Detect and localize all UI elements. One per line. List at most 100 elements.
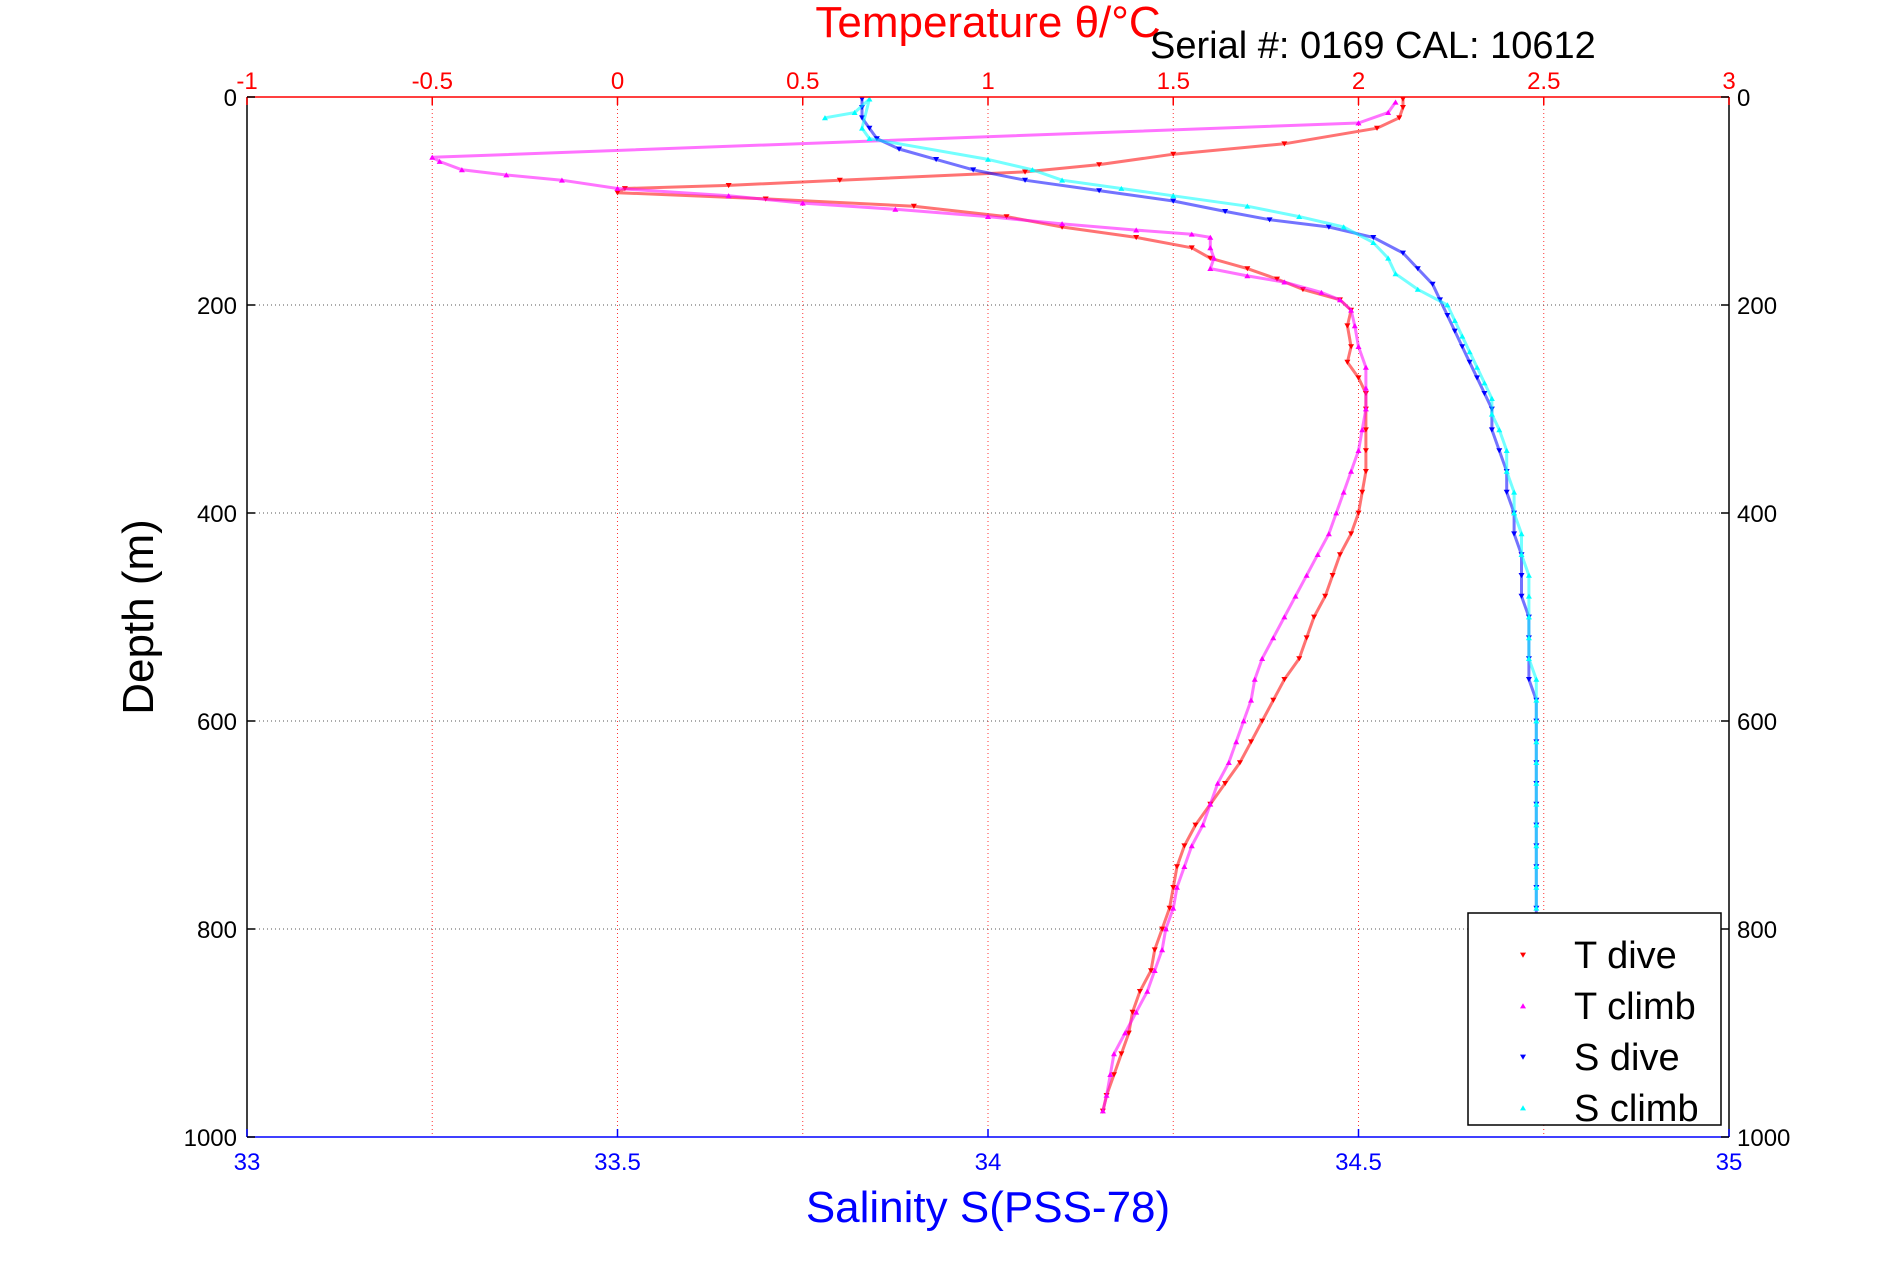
x-bottom-tick-label: 34: [975, 1149, 1002, 1176]
data-point: [1518, 551, 1525, 557]
y-right-tick-label: 1000: [1737, 1125, 1790, 1152]
x-top-tick-label: -0.5: [412, 68, 453, 95]
data-point: [1207, 801, 1214, 807]
data-point: [1303, 635, 1310, 641]
data-point: [1362, 469, 1369, 475]
data-point: [1362, 406, 1369, 412]
series-s-climb: [821, 96, 1540, 911]
data-point: [1188, 231, 1195, 237]
y-right-tick-label: 800: [1737, 917, 1777, 944]
data-point: [1207, 234, 1214, 240]
data-point: [1474, 364, 1481, 370]
data-point: [985, 213, 991, 219]
data-point: [1351, 323, 1358, 329]
data-point: [1518, 593, 1525, 599]
data-point: [1525, 593, 1532, 599]
data-point: [1281, 614, 1288, 620]
data-point: [1133, 235, 1140, 241]
x-bottom-tick-label: 35: [1716, 1149, 1743, 1176]
data-point: [985, 156, 991, 162]
data-point: [1533, 718, 1540, 724]
data-point: [1096, 188, 1103, 194]
data-point: [1118, 185, 1125, 191]
data-point: [1370, 235, 1377, 241]
data-point: [1266, 217, 1273, 223]
data-point: [1151, 967, 1158, 973]
y-left-tick-label: 0: [224, 85, 237, 112]
data-point: [1525, 635, 1532, 641]
data-point: [1199, 822, 1206, 828]
data-point: [1451, 328, 1458, 334]
data-point: [1444, 313, 1451, 319]
series-trace: [616, 99, 1405, 1112]
data-point: [1236, 760, 1243, 766]
data-point: [1355, 447, 1362, 453]
data-point: [1251, 676, 1258, 682]
x-top-tick-label: 0.5: [786, 68, 819, 95]
data-point: [1355, 343, 1362, 349]
data-point: [1207, 265, 1214, 271]
data-point: [1370, 239, 1377, 245]
data-point: [458, 167, 465, 173]
data-point: [1222, 209, 1229, 215]
x-axis-title: Salinity S(PSS-78): [806, 1183, 1170, 1232]
data-point: [1022, 177, 1029, 183]
data-point: [1170, 151, 1177, 157]
data-point: [1211, 255, 1218, 261]
data-point: [1355, 510, 1362, 516]
data-point: [1029, 167, 1036, 173]
data-point: [1333, 510, 1340, 516]
data-point: [1296, 213, 1303, 219]
data-point: [866, 96, 873, 102]
data-point: [1281, 141, 1288, 147]
data-point: [1355, 375, 1362, 381]
data-point: [1525, 614, 1532, 620]
data-point: [1511, 489, 1518, 495]
data-point: [799, 200, 806, 206]
y-left-tick-label: 600: [197, 709, 237, 736]
data-point: [1096, 162, 1103, 168]
data-point: [1399, 105, 1406, 111]
x-top-tick-label: -1: [236, 68, 257, 95]
data-point: [1414, 266, 1421, 272]
y-left-tick-label: 1000: [184, 1125, 237, 1152]
data-point: [1173, 864, 1180, 870]
data-point: [503, 172, 510, 178]
data-point: [1248, 739, 1255, 745]
data-point: [1374, 125, 1381, 131]
data-point: [1533, 739, 1540, 745]
data-point: [1259, 718, 1266, 724]
series-layer: [429, 96, 1540, 1114]
data-point: [1533, 759, 1540, 765]
data-point: [970, 167, 977, 173]
data-point: [1385, 255, 1392, 261]
data-point: [1533, 863, 1540, 869]
data-point: [1336, 297, 1343, 303]
data-point: [1525, 655, 1532, 661]
x-top-tick-label: 1.5: [1157, 68, 1190, 95]
y-right-tick-label: 200: [1737, 293, 1777, 320]
data-point: [1188, 843, 1195, 849]
data-point: [1259, 655, 1266, 661]
data-point: [1488, 395, 1495, 401]
data-point: [859, 96, 866, 102]
data-point: [1170, 885, 1177, 891]
data-point: [1466, 359, 1473, 365]
data-point: [1511, 531, 1518, 537]
data-point: [1273, 276, 1280, 282]
grid: [247, 97, 1729, 1137]
data-point: [1162, 926, 1169, 932]
top-axis-title: Temperature θ/°C: [815, 0, 1160, 47]
legend-label: T climb: [1574, 986, 1696, 1028]
data-point: [1292, 593, 1299, 599]
data-point: [1329, 573, 1336, 579]
data-point: [558, 177, 565, 183]
y-left-tick-label: 400: [197, 501, 237, 528]
y-left-tick-label: 800: [197, 917, 237, 944]
data-point: [1192, 822, 1199, 828]
data-point: [1340, 489, 1347, 495]
data-point: [1503, 468, 1510, 474]
data-point: [1188, 245, 1195, 251]
